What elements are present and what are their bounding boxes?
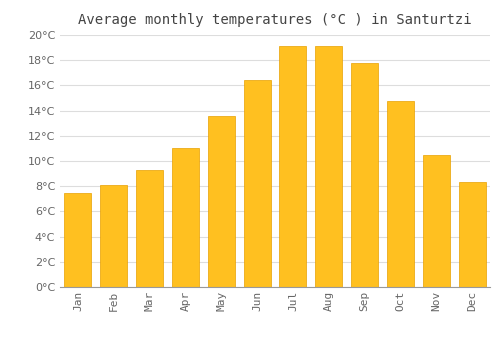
Bar xyxy=(244,80,270,287)
Bar xyxy=(316,46,342,287)
Bar xyxy=(172,148,199,287)
Bar xyxy=(280,46,306,287)
Bar xyxy=(64,193,92,287)
Bar xyxy=(458,182,485,287)
Bar xyxy=(100,185,127,287)
Bar xyxy=(208,116,234,287)
Bar xyxy=(423,155,450,287)
Bar xyxy=(136,170,163,287)
Bar xyxy=(387,100,414,287)
Title: Average monthly temperatures (°C ) in Santurtzi: Average monthly temperatures (°C ) in Sa… xyxy=(78,13,472,27)
Bar xyxy=(351,63,378,287)
